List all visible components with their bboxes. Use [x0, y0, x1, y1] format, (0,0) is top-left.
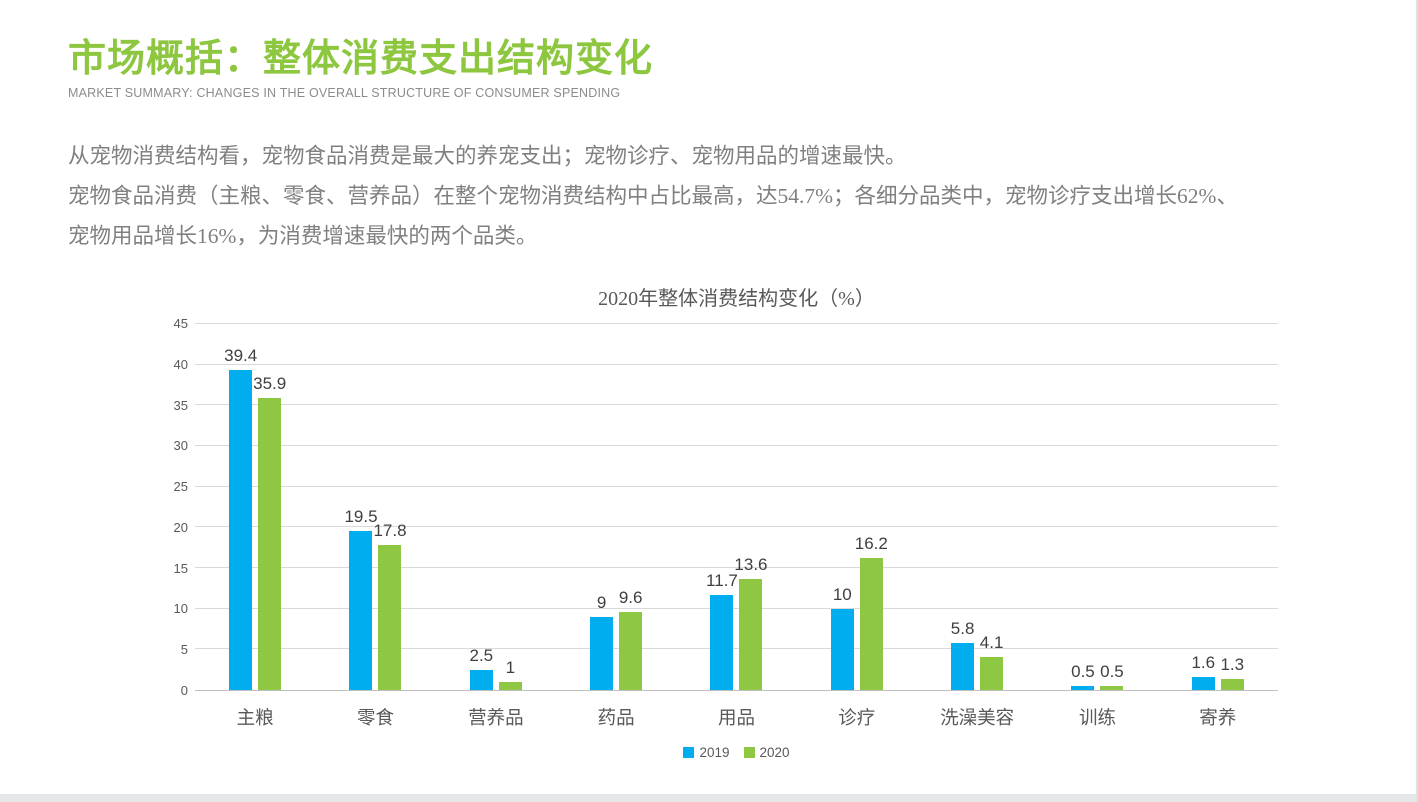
- y-tick-label: 45: [173, 316, 188, 331]
- gridline: [195, 323, 1278, 324]
- bar-2019: 11.7: [706, 571, 738, 690]
- bar-value-label: 0.5: [1100, 661, 1124, 681]
- y-tick-label: 5: [180, 642, 188, 658]
- category-label: 零食: [356, 709, 394, 729]
- legend-swatch-2019: [683, 747, 695, 758]
- gridline: [195, 404, 1278, 406]
- y-tick-label: 25: [173, 479, 188, 495]
- y-tick-label: 20: [173, 519, 188, 535]
- bar-value-label: 19.5: [344, 507, 378, 527]
- bar-group-7: 5.8 4.1: [917, 324, 1037, 690]
- bar-group-4: 9 9.6: [556, 324, 676, 690]
- bar-value-label: 11.7: [706, 570, 738, 590]
- y-axis: 0 5 10 15 20 25 30 35 40 45: [140, 316, 188, 698]
- bar-group-1: 39.4 35.9: [195, 324, 315, 690]
- x-axis-labels: 主粮 零食 营养品 药品 用品 诊疗 洗澡美容 训练 寄养: [195, 704, 1278, 730]
- bar-value-label: 35.9: [253, 374, 287, 394]
- y-tick-label: 0: [180, 683, 188, 698]
- bar-group-5: 11.7 13.6: [676, 324, 796, 690]
- bar-value-label: 9: [596, 592, 607, 612]
- gridline: [195, 607, 1278, 609]
- bar-group-6: 10 16.2: [797, 324, 917, 690]
- gridline: [195, 445, 1278, 446]
- gridline: [195, 648, 1278, 650]
- bar-value-label: 4.1: [979, 632, 1004, 652]
- bar-2020: 4.1: [980, 633, 1003, 690]
- category-label: 诊疗: [838, 709, 876, 729]
- legend-label: 2019: [699, 745, 730, 760]
- slide-bottom-edge: [0, 794, 1416, 802]
- category-label: 用品: [717, 709, 755, 729]
- legend-item-2020: 2020: [743, 745, 790, 760]
- category-label: 营养品: [468, 709, 524, 729]
- y-tick-label: 30: [173, 438, 188, 454]
- summary-line-3: 宠物用品增长16%，为消费增速最快的两个品类。: [68, 224, 538, 248]
- legend-label: 2020: [759, 745, 790, 760]
- bar-group-8: 0.5 0.5: [1037, 324, 1157, 690]
- y-tick-label: 10: [173, 601, 188, 617]
- bar-2020: 13.6: [734, 555, 768, 690]
- bar-2019: 5.8: [951, 619, 974, 690]
- bar-value-label: 17.8: [373, 521, 407, 541]
- category-label: 寄养: [1199, 709, 1237, 729]
- category-label: 主粮: [236, 709, 274, 729]
- legend-item-2019: 2019: [683, 745, 730, 760]
- legend-swatch-2020: [743, 747, 755, 758]
- bar-2020: 1.3: [1220, 655, 1244, 690]
- category-label: 洗澡美容: [940, 709, 1015, 729]
- gridline: [195, 485, 1278, 487]
- bar-value-label: 1: [505, 657, 516, 677]
- bar-2020: 35.9: [253, 374, 286, 690]
- summary-text: 从宠物消费结构看，宠物食品消费是最大的养宠支出；宠物诊疗、宠物用品的增速最快。 …: [68, 136, 1368, 256]
- bar-2019: 39.4: [224, 346, 257, 690]
- bar-value-label: 0.5: [1071, 661, 1095, 681]
- category-label: 药品: [597, 709, 635, 729]
- y-tick-label: 40: [173, 356, 188, 372]
- header: 市场概括：整体消费支出结构变化 MARKET SUMMARY: CHANGES …: [68, 36, 653, 100]
- bar-group-2: 19.5 17.8: [315, 324, 435, 690]
- category-label: 训练: [1078, 709, 1116, 729]
- y-tick-label: 35: [173, 397, 188, 413]
- bar-2020: 0.5: [1100, 662, 1124, 690]
- gridline: [195, 363, 1278, 365]
- gridline: [195, 567, 1278, 568]
- page-subtitle: MARKET SUMMARY: CHANGES IN THE OVERALL S…: [68, 85, 621, 100]
- bar-2019: 1.6: [1191, 653, 1215, 690]
- chart-plot-area: 39.4 35.9 19.5 17.8 2.5 1 9 9.6 11.7 13.6 10 16.2 5.…: [195, 323, 1278, 691]
- bar-2020: 17.8: [373, 521, 407, 690]
- bar-value-label: 9.6: [618, 587, 643, 607]
- chart-legend: 2019 2020: [195, 745, 1278, 760]
- bar-value-label: 2.5: [469, 645, 494, 665]
- bar-value-label: 5.8: [950, 618, 975, 638]
- bar-groups: 39.4 35.9 19.5 17.8 2.5 1 9 9.6 11.7 13.6 10 16.2 5.…: [195, 324, 1278, 690]
- bar-value-label: 39.4: [224, 345, 258, 365]
- gridline: [195, 526, 1278, 528]
- summary-line-1: 从宠物消费结构看，宠物食品消费是最大的养宠支出；宠物诊疗、宠物用品的增速最快。: [68, 144, 907, 168]
- y-tick-label: 15: [173, 560, 188, 576]
- bar-2019: 19.5: [344, 507, 378, 690]
- summary-line-2: 宠物食品消费（主粮、零食、营养品）在整个宠物消费结构中占比最高，达54.7%；各…: [68, 184, 1238, 208]
- bar-group-9: 1.6 1.3: [1158, 324, 1278, 690]
- bar-2019: 10: [830, 585, 854, 690]
- chart-title: 2020年整体消费结构变化（%）: [598, 288, 875, 310]
- bar-2020: 16.2: [855, 534, 888, 690]
- bar-value-label: 16.2: [854, 534, 888, 554]
- bar-2019: 2.5: [469, 646, 493, 690]
- bar-value-label: 13.6: [734, 555, 768, 575]
- bar-value-label: 10: [832, 584, 852, 604]
- bar-2019: 0.5: [1071, 662, 1095, 690]
- bar-value-label: 1.3: [1220, 655, 1245, 675]
- bar-value-label: 1.6: [1191, 653, 1216, 672]
- page-title: 市场概括：整体消费支出结构变化: [68, 38, 654, 80]
- bar-group-3: 2.5 1: [436, 324, 556, 690]
- bar-2019: 9: [590, 593, 614, 690]
- bar-2020: 9.6: [619, 588, 642, 690]
- bar-2020: 1: [498, 658, 522, 690]
